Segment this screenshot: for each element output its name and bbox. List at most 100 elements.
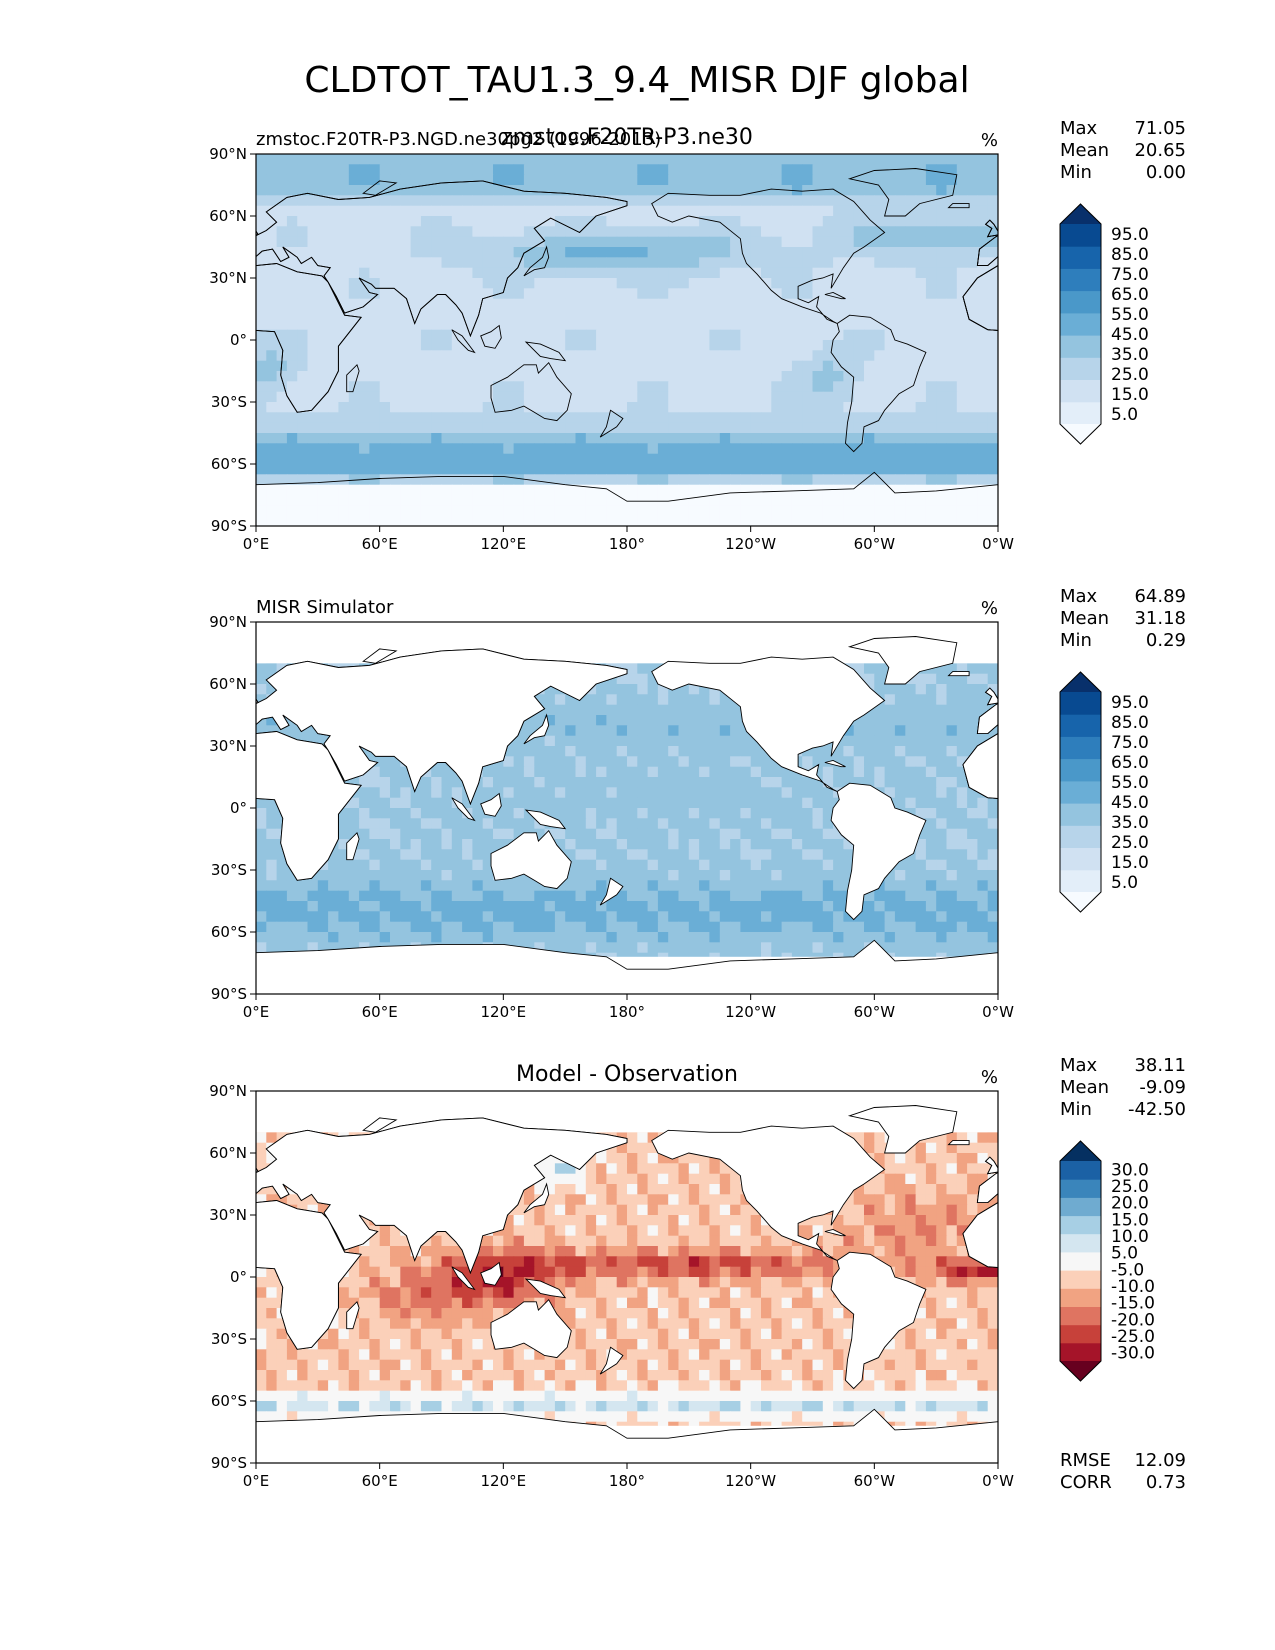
colorbar-tick-label: 65.0 [1111, 753, 1149, 773]
stat-value: -9.09 [1139, 1077, 1186, 1098]
colorbar-segment [1060, 246, 1101, 269]
colorbar-tick-label: 65.0 [1111, 285, 1149, 305]
x-tick-label: 120°W [725, 1003, 776, 1021]
map-panel-test: 0°E 60°E 120°E 180° 120°W 60°W 0°W 90°N 60°N 30°N… [209, 118, 1186, 553]
colorbar-segment [1060, 1215, 1101, 1235]
figure-title: CLDTOT_TAU1.3_9.4_MISR DJF global [304, 60, 969, 101]
colorbar-segment [1060, 1161, 1101, 1180]
colorbar-tick-label: -25.0 [1111, 1327, 1155, 1347]
colorbar-segment [1060, 1270, 1101, 1289]
coastlines [256, 168, 998, 526]
colorbar-tick-label: 15.0 [1111, 1210, 1149, 1230]
y-tick-label: 90°N [209, 145, 247, 163]
colorbar-tick-label: 5.0 [1111, 405, 1138, 425]
colorbar-tick-label: 35.0 [1111, 345, 1149, 365]
x-tick-label: 0°E [243, 535, 270, 553]
colorbar-extend-max [1060, 672, 1101, 692]
x-tick-label: 60°W [854, 535, 896, 553]
stat-value: -42.50 [1128, 1099, 1186, 1120]
colorbar-tick-label: 15.0 [1111, 853, 1149, 873]
panel-title-left: zmstoc.F20TR-P3.NGD.ne30pg2 (1996-2013) [256, 129, 661, 150]
colorbar-tick-label: 75.0 [1111, 733, 1149, 753]
coastlines [256, 636, 998, 994]
x-tick-label: 60°E [362, 1003, 398, 1021]
y-tick-label: 30°N [209, 269, 247, 287]
panel-title-left: MISR Simulator [256, 597, 394, 618]
stat-label: Mean [1060, 140, 1109, 161]
colorbar: -30.0-25.0-20.0-15.0-10.0-5.05.010.015.0… [1059, 1140, 1155, 1382]
stat-label: Min [1060, 630, 1092, 651]
map-panel-reference: 0°E 60°E 120°E 180° 120°W 60°W 0°W 90°N 60°N 30°N… [209, 586, 1186, 1021]
y-tick-label: 30°N [209, 1206, 247, 1224]
colorbar-segment [1060, 780, 1101, 804]
y-tick-label: 0° [230, 1268, 247, 1286]
colorbar-tick-label: -15.0 [1111, 1294, 1155, 1314]
colorbar-tick-label: -10.0 [1111, 1277, 1155, 1297]
units-label: % [981, 598, 998, 619]
colorbar-tick-label: 15.0 [1111, 385, 1149, 405]
x-tick-label: 60°W [854, 1003, 896, 1021]
colorbar-segment [1060, 1233, 1101, 1253]
colorbar-segment [1060, 1342, 1101, 1362]
stat-value: 71.05 [1134, 118, 1186, 139]
colorbar-extend-max [1060, 204, 1101, 224]
x-tick-label: 60°E [362, 1472, 398, 1490]
stat-label: Max [1060, 1055, 1098, 1076]
y-tick-label: 30°S [211, 393, 247, 411]
colorbar-tick-label: -5.0 [1111, 1260, 1144, 1280]
stat-value: 0.73 [1146, 1472, 1186, 1493]
stat-label: Min [1060, 162, 1092, 183]
colorbar-tick-label: 20.0 [1111, 1194, 1149, 1214]
map-field-test [256, 154, 998, 526]
colorbar-tick-label: -30.0 [1111, 1344, 1155, 1364]
x-tick-label: 180° [609, 1472, 645, 1490]
colorbar-tick-label: 35.0 [1111, 813, 1149, 833]
colorbar-segment [1060, 1197, 1101, 1217]
colorbar-segment [1060, 714, 1101, 737]
map-panel-difference: 0°E 60°E 120°E 180° 120°W 60°W 0°W 90°N 60°N 30°N… [209, 1055, 1186, 1493]
x-tick-label: 60°E [362, 535, 398, 553]
colorbar-segment [1060, 1251, 1101, 1271]
colorbar-segment [1060, 1288, 1101, 1307]
colorbar-tick-label: 25.0 [1111, 1177, 1149, 1197]
x-tick-label: 120°E [481, 1472, 527, 1490]
stat-value: 38.11 [1134, 1055, 1186, 1076]
y-tick-label: 60°S [211, 455, 247, 473]
colorbar-segment [1060, 357, 1101, 380]
colorbar-segment [1060, 224, 1101, 247]
colorbar-tick-label: 95.0 [1111, 225, 1149, 245]
y-tick-label: 0° [230, 799, 247, 817]
colorbar-extend-min [1060, 892, 1101, 912]
colorbar-tick-label: 10.0 [1111, 1227, 1149, 1247]
coastlines [256, 1105, 998, 1463]
y-tick-label: 60°S [211, 1392, 247, 1410]
y-tick-label: 90°N [209, 1082, 247, 1100]
colorbar-segment [1060, 335, 1101, 358]
colorbar-extend-min [1060, 424, 1101, 444]
colorbar-segment [1060, 290, 1101, 314]
x-tick-label: 0°W [982, 535, 1014, 553]
colorbar-tick-label: 5.0 [1111, 1244, 1138, 1264]
colorbar-segment [1060, 692, 1101, 715]
colorbar-tick-label: 85.0 [1111, 713, 1149, 733]
stat-value: 20.65 [1134, 140, 1186, 161]
x-tick-label: 0°W [982, 1003, 1014, 1021]
stat-label: CORR [1060, 1472, 1112, 1493]
colorbar-tick-label: -20.0 [1111, 1310, 1155, 1330]
colorbar-tick-label: 55.0 [1111, 773, 1149, 793]
colorbar-tick-label: 25.0 [1111, 365, 1149, 385]
y-tick-label: 90°S [211, 985, 247, 1003]
colorbar-segment [1060, 803, 1101, 826]
colorbar: 5.015.025.035.045.055.065.075.085.095.0 [1059, 671, 1149, 913]
y-tick-label: 30°S [211, 1330, 247, 1348]
colorbar-tick-label: 85.0 [1111, 245, 1149, 265]
colorbar-segment [1060, 401, 1101, 425]
colorbar-tick-label: 75.0 [1111, 265, 1149, 285]
y-tick-label: 60°S [211, 923, 247, 941]
x-tick-label: 0°E [243, 1472, 270, 1490]
stat-value: 64.89 [1134, 586, 1186, 607]
stat-value: 12.09 [1134, 1450, 1186, 1471]
colorbar-segment [1060, 312, 1101, 336]
panel-title-center: Model - Observation [516, 1062, 738, 1087]
